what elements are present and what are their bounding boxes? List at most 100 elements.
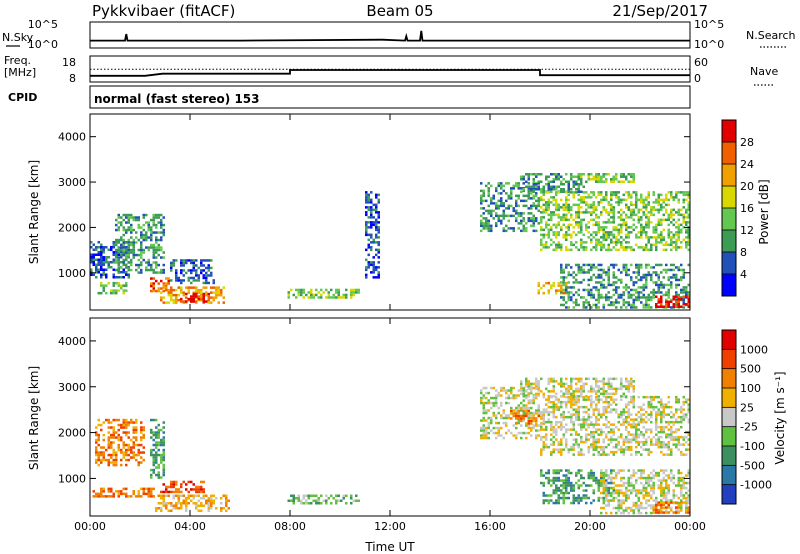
power-cell — [162, 286, 165, 289]
power-cell — [575, 213, 578, 217]
power-cell — [190, 281, 193, 285]
velocity-cell — [115, 461, 118, 464]
velocity-cell — [135, 418, 138, 422]
power-cell — [662, 218, 665, 222]
velocity-cell — [350, 497, 353, 500]
velocity-cell — [172, 494, 175, 497]
velocity-cell — [617, 471, 620, 475]
velocity-cell — [617, 501, 620, 505]
velocity-cell — [560, 428, 563, 431]
velocity-cell — [657, 474, 660, 477]
velocity-cell — [507, 416, 510, 420]
velocity-colorbar-tick: -100 — [740, 440, 765, 453]
power-cell — [145, 261, 148, 264]
velocity-cell — [580, 395, 583, 398]
velocity-cell — [622, 509, 625, 512]
power-cell — [350, 291, 353, 294]
velocity-cell — [535, 422, 538, 425]
power-cell — [102, 271, 105, 274]
power-cell — [570, 266, 573, 269]
power-cell — [540, 180, 543, 183]
power-cell — [597, 216, 600, 219]
power-cell — [152, 221, 155, 224]
velocity-cell — [125, 448, 128, 452]
velocity-cell — [205, 494, 208, 497]
velocity-cell — [125, 433, 128, 437]
power-cell — [375, 233, 378, 237]
power-cell — [112, 253, 115, 256]
power-cell — [612, 218, 615, 222]
power-cell — [90, 258, 93, 261]
power-cell — [527, 187, 530, 190]
power-cell — [135, 268, 138, 272]
power-cell — [597, 301, 600, 304]
power-cell — [102, 273, 105, 276]
power-cell — [370, 198, 373, 202]
power-cell — [177, 286, 180, 289]
velocity-cell — [602, 392, 605, 396]
power-cell — [620, 216, 623, 219]
velocity-cell — [585, 377, 588, 381]
power-cell — [605, 248, 608, 252]
power-cell — [537, 291, 540, 295]
power-cell — [660, 291, 663, 294]
velocity-cell — [180, 485, 183, 489]
velocity-cell — [680, 494, 683, 497]
power-cell — [152, 248, 155, 252]
velocity-cell — [595, 377, 598, 381]
velocity-cell — [592, 400, 595, 404]
power-cell — [595, 216, 598, 219]
velocity-cell — [617, 491, 620, 495]
velocity-cell — [117, 448, 120, 452]
power-colorbar-tick: 8 — [740, 246, 747, 259]
velocity-cell — [667, 435, 670, 439]
velocity-cell — [535, 419, 538, 423]
power-cell — [377, 241, 380, 244]
velocity-cell — [200, 490, 203, 494]
power-cell — [117, 284, 120, 287]
power-cell — [192, 259, 195, 262]
power-cell — [195, 295, 198, 298]
power-colorbar-swatch — [722, 252, 736, 275]
power-cell — [610, 196, 613, 199]
velocity-cell — [630, 413, 633, 416]
velocity-cell — [602, 408, 605, 411]
velocity-cell — [580, 450, 583, 454]
velocity-cell — [172, 507, 175, 510]
power-cell — [592, 303, 595, 307]
velocity-cell — [565, 377, 568, 381]
velocity-cell — [517, 406, 520, 410]
power-cell — [160, 223, 163, 227]
power-cell — [120, 266, 123, 269]
power-cell — [515, 217, 518, 220]
velocity-cell — [532, 419, 535, 423]
power-cell — [677, 298, 680, 301]
power-cell — [610, 178, 613, 181]
power-cell — [160, 218, 163, 222]
power-cell — [552, 241, 555, 244]
power-cell — [122, 253, 125, 257]
velocity-cell — [650, 440, 653, 444]
power-cell — [167, 288, 170, 292]
velocity-cell — [685, 413, 688, 416]
power-cell — [685, 291, 688, 294]
velocity-cell — [570, 380, 573, 383]
power-cell — [610, 303, 613, 307]
power-cell — [530, 219, 533, 223]
velocity-cell — [495, 399, 498, 402]
power-cell — [597, 298, 600, 302]
power-cell — [550, 228, 553, 232]
velocity-cell — [630, 489, 633, 492]
power-cell — [565, 196, 568, 199]
power-cell — [340, 296, 343, 299]
power-cell — [647, 306, 650, 309]
velocity-cell — [662, 453, 665, 456]
power-cell — [122, 248, 125, 252]
power-cell — [552, 180, 555, 183]
power-cell — [150, 226, 153, 229]
velocity-cell — [160, 438, 163, 442]
velocity-cell — [687, 471, 690, 475]
power-cell — [112, 289, 115, 292]
velocity-cell — [120, 490, 123, 493]
power-cell — [212, 279, 215, 282]
